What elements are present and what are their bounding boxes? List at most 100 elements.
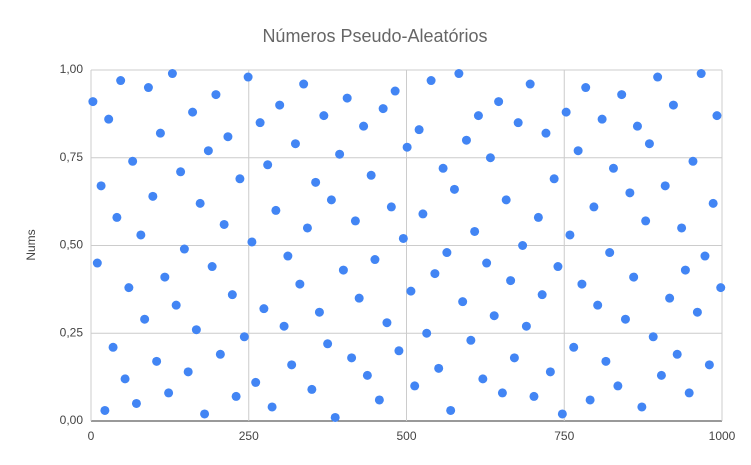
point <box>641 216 651 226</box>
point <box>529 391 539 401</box>
chart-title: Números Pseudo-Aleatórios <box>262 26 487 46</box>
point <box>88 97 98 107</box>
point <box>179 244 189 254</box>
point <box>295 279 305 289</box>
y-tick-label: 0,75 <box>60 150 84 164</box>
point <box>553 262 563 272</box>
point <box>585 395 595 405</box>
point <box>323 339 333 349</box>
point <box>382 318 392 328</box>
point <box>136 230 146 240</box>
point <box>279 321 289 331</box>
point <box>632 121 642 131</box>
point <box>637 402 647 412</box>
point <box>506 276 516 286</box>
point <box>625 188 635 198</box>
point <box>561 107 571 117</box>
x-tick-label: 500 <box>396 429 416 443</box>
point <box>362 370 372 380</box>
point <box>283 251 293 261</box>
point <box>410 381 420 391</box>
point <box>414 125 424 135</box>
point <box>478 374 488 384</box>
point <box>338 265 348 275</box>
point <box>235 174 245 184</box>
point <box>116 76 126 86</box>
x-tick-label: 1000 <box>709 429 736 443</box>
point <box>402 142 412 152</box>
point <box>541 128 551 138</box>
point <box>104 114 114 124</box>
point <box>215 349 225 359</box>
point <box>267 402 277 412</box>
y-tick-label: 0,00 <box>60 413 84 427</box>
point <box>449 184 459 194</box>
point <box>164 388 174 398</box>
point <box>96 181 106 191</box>
point <box>565 230 575 240</box>
point <box>390 86 400 96</box>
point <box>509 353 519 363</box>
x-tick-label: 750 <box>554 429 574 443</box>
point <box>406 286 416 296</box>
point <box>696 69 706 79</box>
point <box>131 398 141 408</box>
y-tick-label: 0,50 <box>60 238 84 252</box>
point <box>708 198 718 208</box>
point <box>716 283 726 293</box>
point <box>195 198 205 208</box>
point <box>155 128 165 138</box>
point <box>677 223 687 233</box>
point <box>525 79 535 89</box>
point <box>668 100 678 110</box>
point <box>680 265 690 275</box>
point <box>398 233 408 243</box>
point <box>359 121 369 131</box>
point <box>251 377 261 387</box>
point <box>287 360 297 370</box>
point <box>577 279 587 289</box>
point <box>302 223 312 233</box>
point <box>188 107 198 117</box>
point <box>140 314 150 324</box>
point <box>366 170 376 180</box>
point <box>629 272 639 282</box>
point <box>183 367 193 377</box>
point <box>684 388 694 398</box>
y-axis-label: Nums <box>24 229 38 260</box>
point <box>438 163 448 173</box>
point <box>430 269 440 279</box>
point <box>545 367 555 377</box>
x-tick-label: 250 <box>239 429 259 443</box>
point <box>330 412 340 422</box>
point <box>207 262 217 272</box>
point <box>171 300 181 310</box>
point <box>608 163 618 173</box>
point <box>263 160 273 170</box>
point <box>665 293 675 303</box>
point <box>259 304 269 314</box>
point <box>128 156 138 166</box>
point <box>482 258 492 268</box>
point <box>613 381 623 391</box>
point <box>342 93 352 103</box>
point <box>148 191 158 201</box>
point <box>644 139 654 149</box>
point <box>299 79 309 89</box>
point <box>326 195 336 205</box>
point <box>518 241 528 250</box>
point <box>581 83 591 93</box>
point <box>394 346 404 356</box>
point <box>458 297 468 307</box>
point <box>219 219 229 229</box>
point <box>494 97 504 107</box>
point <box>442 248 452 258</box>
point <box>124 283 134 293</box>
point <box>557 409 567 419</box>
point <box>418 209 428 219</box>
point <box>426 76 436 86</box>
point <box>271 205 281 215</box>
point <box>112 212 122 222</box>
point <box>108 342 118 352</box>
